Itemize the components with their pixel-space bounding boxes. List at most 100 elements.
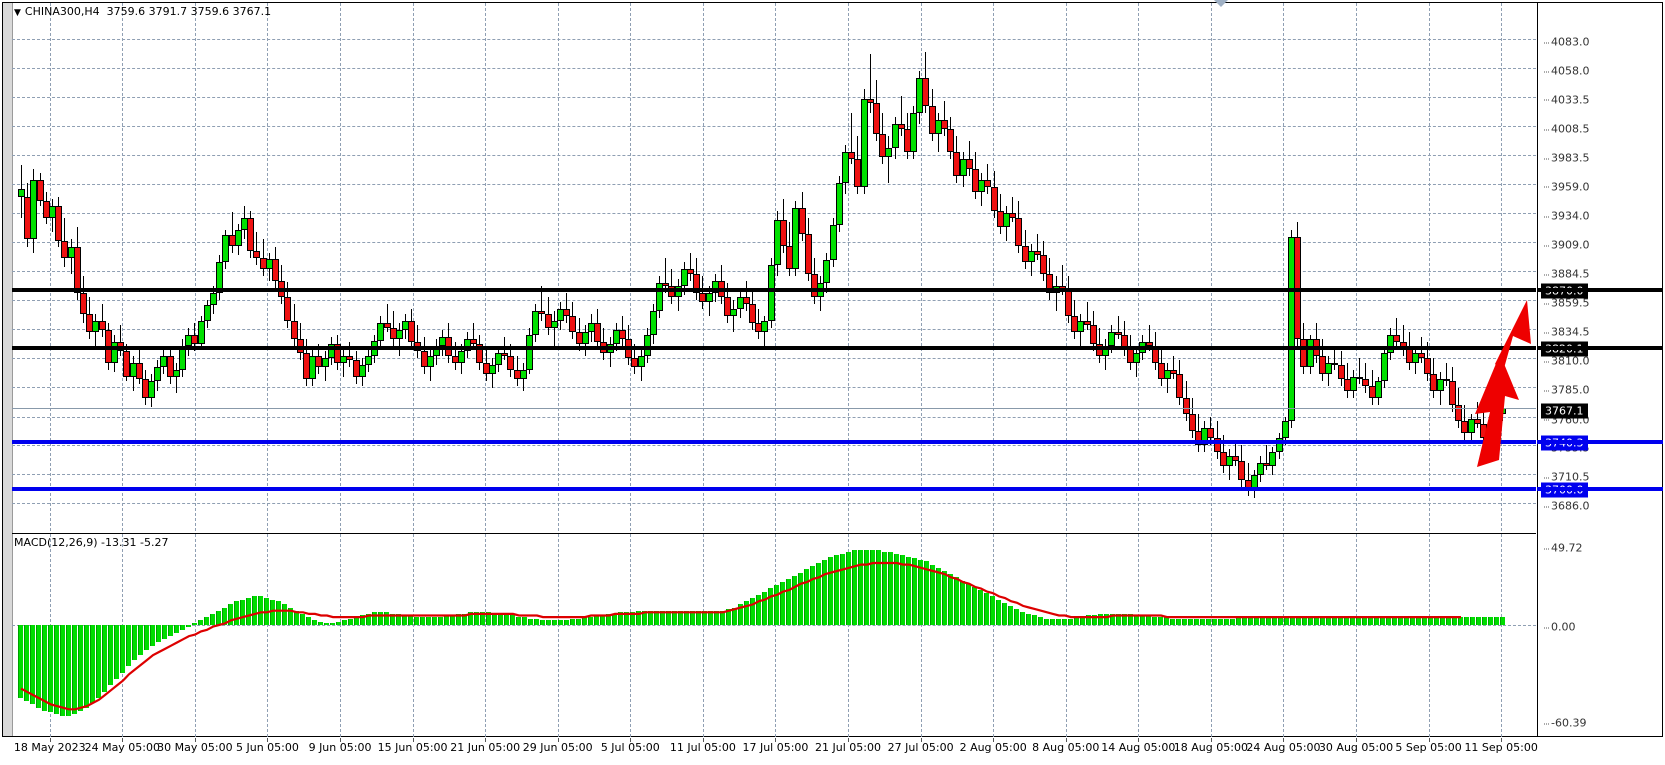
macd-histogram-bar	[1230, 618, 1235, 625]
macd-histogram-bar	[228, 604, 233, 626]
candlestick	[1442, 3, 1450, 531]
candle-body	[148, 381, 156, 398]
price-tick-label: 3934.0	[1551, 209, 1590, 223]
chart-menu-caret-icon[interactable]: ▼	[14, 8, 21, 18]
macd-histogram-bar	[1356, 617, 1361, 625]
macd-histogram-bar	[1308, 617, 1313, 625]
price-tick-label: 3810.0	[1551, 354, 1590, 368]
candle-body	[866, 98, 874, 104]
candle-body	[272, 258, 279, 281]
macd-histogram-bar	[60, 625, 65, 716]
level-line[interactable]	[12, 486, 1536, 491]
macd-histogram-bar	[942, 570, 947, 625]
candle-body	[464, 339, 472, 352]
time-label: 27 Jul 05:00	[887, 741, 954, 754]
price-tick-label: 4033.5	[1551, 93, 1590, 107]
macd-tick-label: 49.72	[1551, 541, 1583, 555]
macd-histogram-bar	[522, 617, 527, 625]
time-label: 5 Jun 05:00	[235, 741, 299, 754]
macd-histogram-bar	[114, 625, 119, 680]
macd-histogram-bar	[822, 559, 827, 625]
time-tick	[1428, 738, 1430, 742]
candlestick	[742, 3, 750, 531]
candle-body	[761, 320, 769, 333]
candle-wick	[566, 292, 568, 323]
macd-histogram-bar	[126, 625, 131, 667]
candle-body	[526, 334, 533, 370]
macd-histogram-bar	[1476, 617, 1481, 625]
macd-histogram-bar	[1344, 617, 1349, 625]
level-line[interactable]	[12, 346, 1536, 351]
macd-histogram-bar	[528, 618, 533, 625]
macd-histogram-bar	[1062, 618, 1067, 625]
candlestick	[1349, 3, 1357, 531]
candle-body	[135, 362, 143, 380]
candlestick	[1411, 3, 1419, 531]
candle-wick	[1061, 264, 1063, 295]
price-tick: 3710.5	[1544, 471, 1590, 484]
macd-histogram-bar	[336, 621, 341, 625]
price-tick-label: 4058.0	[1551, 64, 1590, 78]
macd-histogram-bar	[780, 582, 785, 625]
time-label: 24 Aug 05:00	[1246, 741, 1321, 754]
price-tick-label: 3785.0	[1551, 383, 1590, 397]
macd-scale[interactable]: 49.72 0.00 -60.39	[1537, 533, 1663, 736]
candle-body	[891, 124, 899, 148]
candle-body	[1424, 358, 1432, 375]
candlestick	[18, 3, 25, 531]
macd-histogram-bar	[1266, 617, 1271, 625]
candlestick	[1331, 3, 1339, 531]
macd-histogram-bar	[1326, 617, 1331, 625]
price-pane[interactable]	[12, 3, 1536, 531]
macd-histogram-bar	[1092, 615, 1097, 626]
candle-body	[197, 320, 205, 345]
candlestick	[290, 3, 298, 531]
macd-histogram-bar	[1248, 617, 1253, 625]
candlestick	[1170, 3, 1178, 531]
candle-body	[253, 250, 261, 258]
macd-histogram-bar	[810, 566, 815, 625]
price-badge-last-price[interactable]: 3767.1	[1541, 403, 1588, 419]
time-tick	[49, 738, 51, 742]
candle-body	[358, 365, 366, 377]
level-line[interactable]	[12, 287, 1536, 292]
level-line[interactable]	[12, 408, 1536, 410]
macd-histogram-bar	[1488, 617, 1493, 625]
candlestick	[1083, 3, 1091, 531]
time-label: 2 Aug 05:00	[959, 741, 1027, 754]
macd-histogram-bar	[798, 572, 803, 625]
candle-body	[1238, 460, 1246, 480]
time-label: 21 Jun 05:00	[450, 741, 521, 754]
candle-body	[507, 355, 515, 370]
macd-histogram-bar	[966, 583, 971, 625]
candle-body	[544, 313, 552, 328]
macd-histogram-bar	[984, 593, 989, 626]
time-tick	[775, 738, 777, 742]
macd-histogram-bar	[432, 617, 437, 625]
macd-histogram-bar	[1380, 617, 1385, 625]
candle-body	[581, 332, 589, 345]
macd-histogram-bar	[1422, 617, 1427, 625]
candle-wick	[541, 285, 543, 321]
candlestick	[1027, 3, 1035, 531]
candle-body	[618, 330, 626, 340]
candle-body	[222, 235, 230, 263]
candlestick	[897, 3, 905, 531]
candlestick	[835, 3, 843, 531]
time-tick	[1138, 738, 1140, 742]
candle-body	[841, 152, 849, 183]
chart-shift-marker[interactable]	[1214, 0, 1228, 7]
candlestick	[687, 3, 695, 531]
left-scrollbar-gutter[interactable]	[3, 3, 13, 736]
time-label: 24 May 05:00	[84, 741, 161, 754]
candle-body	[309, 355, 317, 380]
candlestick	[792, 3, 800, 531]
time-axis[interactable]: 18 May 2023 24 May 05:00 30 May 05:00 5 Jun…	[3, 738, 1661, 763]
candlestick	[222, 3, 230, 531]
candle-wick	[745, 280, 747, 312]
level-line[interactable]	[12, 439, 1536, 444]
candle-body	[501, 353, 509, 356]
macd-histogram-bar	[1236, 617, 1241, 625]
macd-pane[interactable]	[12, 533, 1536, 737]
price-scale[interactable]: 4083.0 4058.0 4033.5 4008.5 3983.5 3959.0 3934…	[1537, 3, 1663, 533]
